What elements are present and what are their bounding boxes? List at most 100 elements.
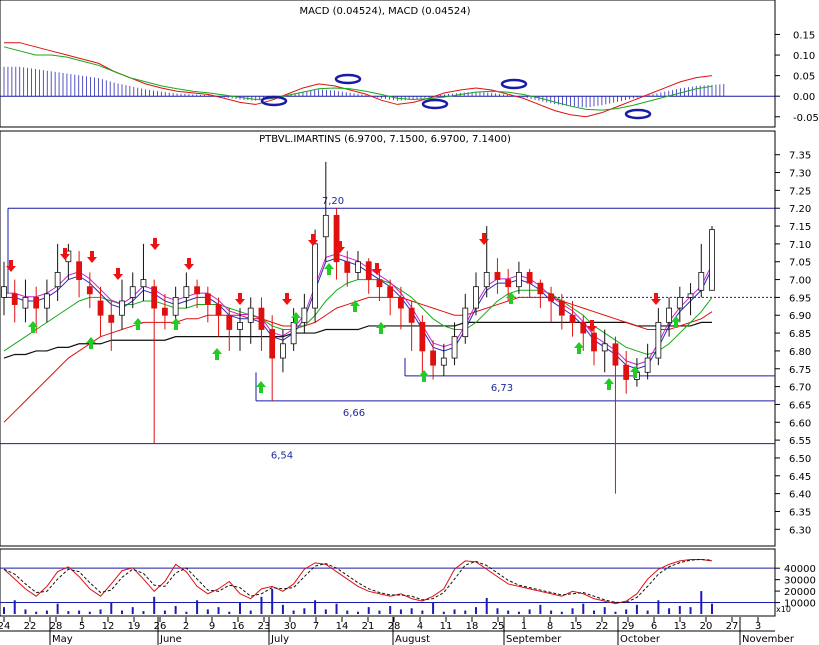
macd-lines [3,42,713,118]
candle-body [194,286,200,295]
sell-arrow [60,248,70,260]
macd-title: MACD (0.04524), MACD (0.04524) [300,6,471,17]
volume-bar [496,608,499,614]
day-tick-label: 2 [183,621,189,632]
price-levels: 7,20 6,73 6,66 6,54 [0,196,775,462]
sell-arrow [308,234,318,246]
price-tick-label: 6.60 [789,418,811,429]
day-tick-label: 23 [258,621,271,632]
candle-body [162,307,168,316]
day-tick-label: 7 [313,621,319,632]
volume-bar [432,602,435,614]
volume-bar [239,602,241,614]
volume-bars [3,588,713,614]
candle-body [419,321,426,352]
day-tick-label: 27 [726,621,739,632]
candle-body [387,286,394,298]
month-label: June [159,634,182,645]
candle-body [483,272,490,288]
day-tick-label: 29 [622,621,635,632]
volume-bar [475,607,477,614]
day-tick-label: 22 [24,621,37,632]
candle-body [226,314,233,330]
price-panel: PTBVL.IMARTINS (6.9700, 7.1500, 6.9700, … [0,130,811,547]
volume-tick-label: 20000 [784,587,816,598]
candle-body [322,214,329,238]
macd-histogram [3,66,725,108]
volume-bar [196,600,199,614]
candle-body [709,229,715,291]
price-tick-label: 6.90 [789,311,811,322]
buy-arrow [133,318,143,330]
price-frame [0,130,776,547]
sell-arrow [587,320,597,332]
volume-bar [271,588,274,614]
macd-tick-label: -0.05 [793,113,819,124]
volume-bar [78,610,81,614]
volume-bar [507,610,510,614]
volume-bar [45,610,48,614]
candle-body [623,364,630,380]
day-tick-label: 30 [284,621,297,632]
candle-body [687,293,694,298]
day-tick-label: 25 [492,621,505,632]
price-tick-label: 6.70 [789,383,811,394]
signal-arrows [6,233,681,393]
candle-body [558,300,565,316]
candle-body [644,357,651,373]
macd-frame [0,0,776,128]
price-level-label: 6,54 [271,451,293,462]
buy-arrow [256,381,266,393]
price-tick-label: 6.30 [789,525,811,536]
volume-tick-label: 40000 [784,564,816,575]
macd-tick-label: 0.10 [793,51,815,62]
macd-circle-marker [260,95,288,107]
sell-arrow [335,241,345,253]
volume-bar [593,610,595,614]
price-level-label: 6,66 [343,408,365,419]
volume-bar [442,611,445,614]
volume-bar [303,608,306,614]
day-tick-label: 28 [50,621,63,632]
price-tick-label: 6.95 [789,293,811,304]
candle-body [237,321,243,330]
candle-body [666,307,672,323]
macd-circle-marker [624,108,652,120]
candle-body [97,300,104,316]
candle-body [290,321,297,345]
candle-body [204,293,211,305]
candle-body [505,279,512,288]
candle-body [655,321,662,359]
candle-body [548,293,554,302]
candle-body [215,304,222,316]
price-tick-label: 6.50 [789,454,811,465]
volume-tick-label: 30000 [784,576,816,587]
stochastic-lines [3,558,713,605]
volume-bar [324,609,327,614]
volume-bar [603,607,606,614]
volume-bar [711,603,713,614]
candle-body [516,272,522,288]
volume-bar [560,611,563,614]
day-tick-label: 16 [232,621,245,632]
volume-bar [646,610,649,614]
day-tick-label: 5 [79,621,85,632]
day-tick-label: 12 [102,621,115,632]
sell-arrow [184,258,194,270]
buy-arrow [350,300,360,312]
buy-arrow [324,263,334,275]
candle-body [451,336,458,359]
month-label: August [395,634,430,645]
volume-bar [689,607,692,614]
candle-body [301,307,308,323]
buy-arrow [630,366,640,378]
price-tick-label: 6.65 [789,400,811,411]
day-tick-label: 11 [440,621,453,632]
volume-bar [121,610,123,614]
price-tick-label: 7.15 [789,222,811,233]
sell-arrow [479,233,489,245]
candle-body [462,307,469,338]
sell-arrow [87,251,97,263]
